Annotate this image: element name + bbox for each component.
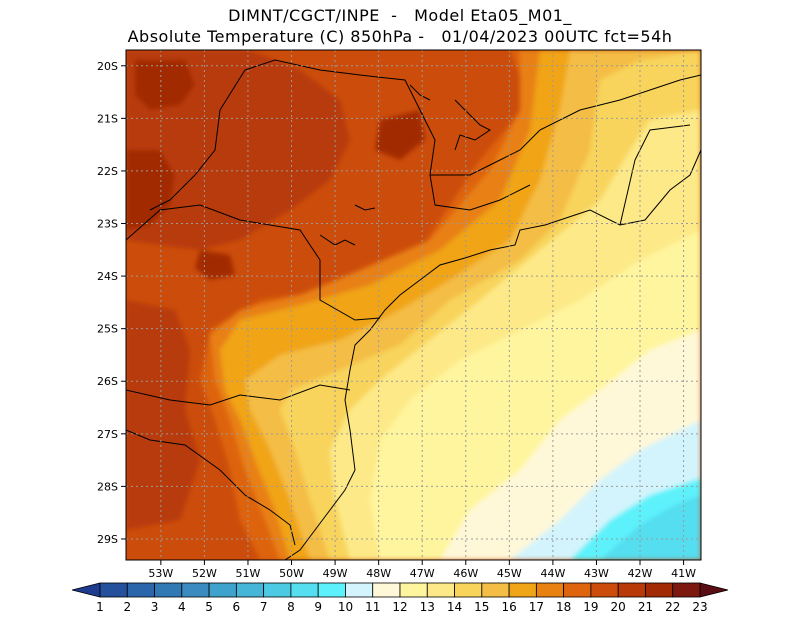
state-border [149,69,246,211]
lat-label: 20S [97,60,118,73]
lon-label: 44W [540,567,565,580]
lat-label: 29S [97,533,118,546]
lon-label: 52W [192,567,217,580]
lon-label: 53W [148,567,173,580]
title-line-1: DIMNT/CGCT/INPE - Model Eta05_M01_ [228,6,572,25]
colorbar-bin [672,582,701,598]
colorbar-label: 1 [96,600,104,614]
state-border [619,124,691,226]
state-border [244,59,531,211]
river-reservoir [409,84,431,101]
colorbar-bin [235,582,265,598]
lon-label: 45W [497,567,522,580]
colorbar-label: 7 [260,600,268,614]
colorbar-label: 16 [501,600,516,614]
colorbar-bin [590,582,619,598]
state-border [126,429,296,546]
colorbar-label: 12 [392,600,407,614]
colorbar-bin [535,582,565,598]
state-border [126,384,351,406]
colorbar-bin [454,582,483,598]
colorbar-bin [181,582,210,598]
isotherm-band-21 [126,300,200,530]
state-border [126,204,381,321]
river-reservoir [454,99,491,151]
lon-label: 42W [628,567,653,580]
lon-label: 48W [366,567,391,580]
lat-label: 26S [97,375,118,388]
colorbar-label: 5 [205,600,213,614]
colorbar-label: 20 [611,600,626,614]
lon-label: 51W [236,567,261,580]
colorbar: 1 2 3 4 5 6 7 8 9 10 11 12 13 14 15 16 17 18 19 20 21 22 23 [71,582,729,614]
colorbar-label: 21 [638,600,653,614]
lat-label: 24S [97,270,118,283]
isotherm-band-22 [195,250,235,280]
plot-frame [125,49,702,561]
colorbar-label: 4 [178,600,186,614]
lat-label: 22S [97,165,118,178]
state-border [539,74,701,131]
colorbar-label: 18 [556,600,571,614]
colorbar-bin [372,582,401,598]
lat-label: 25S [97,323,118,336]
state-border [430,129,541,176]
colorbar-bin [399,582,428,598]
map-borders [126,59,701,560]
colorbar-arrow-right [699,582,729,598]
gridlines [126,50,701,560]
coastline [284,149,701,560]
colorbar-bin [99,582,128,598]
colorbar-bin [508,582,537,598]
lon-label: 46W [453,567,478,580]
colorbar-bin [481,582,510,598]
colorbar-bin [617,582,646,598]
colorbar-bin [154,582,183,598]
lon-label: 50W [279,567,304,580]
colorbar-bin [345,582,374,598]
lat-label: 21S [97,112,118,125]
colorbar-label: 3 [151,600,159,614]
lat-label: 27S [97,428,118,441]
lon-label: 41W [671,567,696,580]
colorbar-bin [126,582,155,598]
temperature-field [126,50,701,560]
colorbar-arrow-left [71,582,101,598]
colorbar-label: 10 [338,600,353,614]
colorbar-label: 17 [529,600,544,614]
colorbar-label: 6 [233,600,241,614]
colorbar-label: 14 [447,600,462,614]
lat-label: 23S [97,218,118,231]
colorbar-bin [645,582,674,598]
colorbar-bin [317,582,346,598]
colorbar-label: 11 [365,600,380,614]
river-reservoir [319,234,356,246]
colorbar-label: 23 [692,600,707,614]
axis-ticks: 20S 21S 22S 23S 24S 25S 26S 27S 28S 29S 53W 52W 51W 5… [97,60,696,580]
river-reservoir [354,204,376,211]
lat-label: 28S [97,480,118,493]
lon-label: 43W [584,567,609,580]
colorbar-label: 8 [287,600,295,614]
colorbar-label: 19 [583,600,598,614]
colorbar-label: 13 [420,600,435,614]
colorbar-bin [563,582,592,598]
colorbar-label: 9 [314,600,322,614]
colorbar-bin [426,582,455,598]
isotherm-band-22 [135,60,195,110]
colorbar-label: 22 [665,600,680,614]
colorbar-bin [263,582,292,598]
lon-label: 47W [410,567,435,580]
colorbar-bin [208,582,237,598]
colorbar-bin [290,582,319,598]
colorbar-label: 2 [123,600,131,614]
lon-label: 49W [323,567,348,580]
colorbar-label: 15 [474,600,489,614]
title-line-2: Absolute Temperature (C) 850hPa - 01/04/… [127,27,673,46]
isotherm-band-22 [375,110,425,160]
isotherm-band-9 [600,495,701,560]
